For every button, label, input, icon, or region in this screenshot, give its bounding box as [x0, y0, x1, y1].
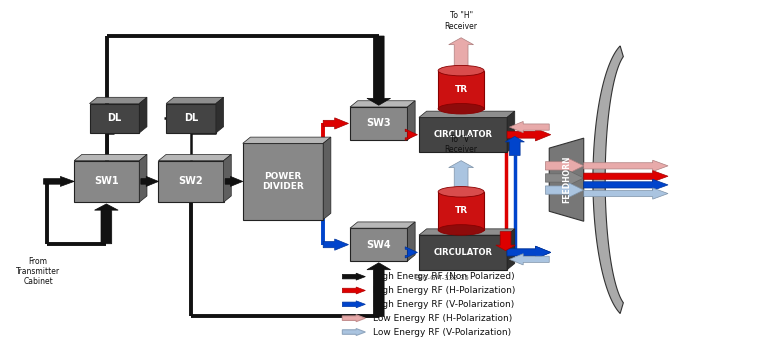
- Polygon shape: [350, 228, 408, 261]
- FancyArrow shape: [448, 161, 474, 188]
- FancyArrow shape: [323, 239, 348, 250]
- FancyArrow shape: [509, 121, 549, 133]
- Text: SW3: SW3: [367, 118, 391, 128]
- Ellipse shape: [438, 104, 484, 114]
- FancyArrow shape: [342, 315, 365, 322]
- FancyArrow shape: [507, 246, 551, 259]
- Polygon shape: [323, 137, 331, 220]
- FancyArrow shape: [545, 170, 584, 185]
- Polygon shape: [350, 101, 415, 107]
- Text: FEEDHORN: FEEDHORN: [562, 156, 571, 203]
- Polygon shape: [419, 235, 507, 270]
- Text: High Energy RF (V-Polarization): High Energy RF (V-Polarization): [373, 300, 514, 309]
- Polygon shape: [166, 97, 224, 104]
- Polygon shape: [507, 111, 514, 152]
- Polygon shape: [74, 154, 147, 161]
- Polygon shape: [438, 192, 484, 230]
- Text: High Energy RF (Non Polarized): High Energy RF (Non Polarized): [373, 272, 514, 281]
- Text: SW1: SW1: [95, 177, 119, 186]
- FancyArrow shape: [584, 188, 668, 199]
- Polygon shape: [593, 46, 624, 313]
- Polygon shape: [419, 229, 514, 235]
- FancyArrow shape: [496, 232, 515, 251]
- Text: EEC-GM-332-35: EEC-GM-332-35: [414, 275, 469, 281]
- Text: To "V"
Receiver: To "V" Receiver: [444, 135, 478, 154]
- Polygon shape: [419, 111, 514, 117]
- FancyArrow shape: [584, 179, 668, 191]
- Polygon shape: [74, 161, 139, 202]
- FancyArrow shape: [342, 328, 365, 335]
- Polygon shape: [166, 104, 216, 133]
- Text: High Energy RF (H-Polarization): High Energy RF (H-Polarization): [373, 286, 515, 295]
- Polygon shape: [507, 229, 514, 270]
- FancyArrow shape: [507, 128, 551, 141]
- FancyArrow shape: [44, 177, 74, 186]
- Ellipse shape: [438, 187, 484, 197]
- FancyArrow shape: [141, 177, 158, 186]
- Polygon shape: [350, 107, 408, 140]
- Polygon shape: [158, 154, 231, 161]
- Text: DL: DL: [108, 113, 122, 123]
- FancyArrow shape: [342, 273, 365, 280]
- FancyArrow shape: [367, 263, 391, 317]
- FancyArrow shape: [584, 171, 668, 182]
- Text: Low Energy RF (H-Polarization): Low Energy RF (H-Polarization): [373, 314, 512, 323]
- Ellipse shape: [438, 65, 484, 76]
- Text: SW4: SW4: [367, 240, 391, 250]
- Polygon shape: [89, 104, 139, 133]
- FancyArrow shape: [405, 247, 418, 258]
- Polygon shape: [408, 101, 415, 140]
- FancyArrow shape: [505, 136, 524, 155]
- FancyArrow shape: [507, 246, 551, 259]
- FancyArrow shape: [95, 204, 118, 244]
- FancyArrow shape: [448, 38, 474, 67]
- Text: SW2: SW2: [178, 177, 203, 186]
- Polygon shape: [438, 70, 484, 109]
- Polygon shape: [419, 117, 507, 152]
- Text: To "H"
Receiver: To "H" Receiver: [444, 12, 478, 31]
- Text: POWER
DIVIDER: POWER DIVIDER: [262, 172, 304, 191]
- Polygon shape: [243, 143, 323, 220]
- FancyArrow shape: [342, 301, 365, 308]
- FancyArrow shape: [405, 129, 418, 140]
- FancyArrow shape: [545, 183, 584, 198]
- FancyArrow shape: [342, 287, 365, 294]
- Text: DL: DL: [184, 113, 198, 123]
- Text: CIRCULATOR: CIRCULATOR: [434, 248, 492, 257]
- Polygon shape: [408, 222, 415, 261]
- Text: TR: TR: [454, 85, 468, 94]
- Ellipse shape: [438, 225, 484, 235]
- Polygon shape: [224, 154, 231, 202]
- FancyArrow shape: [367, 36, 391, 105]
- FancyArrow shape: [225, 177, 243, 186]
- Text: From
Transmitter
Cabinet: From Transmitter Cabinet: [16, 257, 60, 286]
- Polygon shape: [216, 97, 224, 133]
- Text: CIRCULATOR: CIRCULATOR: [434, 130, 492, 139]
- FancyArrow shape: [323, 118, 348, 129]
- Polygon shape: [139, 154, 147, 202]
- Polygon shape: [89, 97, 147, 104]
- FancyArrow shape: [584, 160, 668, 171]
- Polygon shape: [243, 137, 331, 143]
- Polygon shape: [350, 222, 415, 228]
- FancyArrow shape: [545, 158, 584, 173]
- Polygon shape: [549, 138, 584, 221]
- Polygon shape: [158, 161, 224, 202]
- Polygon shape: [139, 97, 147, 133]
- FancyArrow shape: [509, 254, 549, 265]
- Text: TR: TR: [454, 206, 468, 215]
- Text: Low Energy RF (V-Polarization): Low Energy RF (V-Polarization): [373, 327, 511, 336]
